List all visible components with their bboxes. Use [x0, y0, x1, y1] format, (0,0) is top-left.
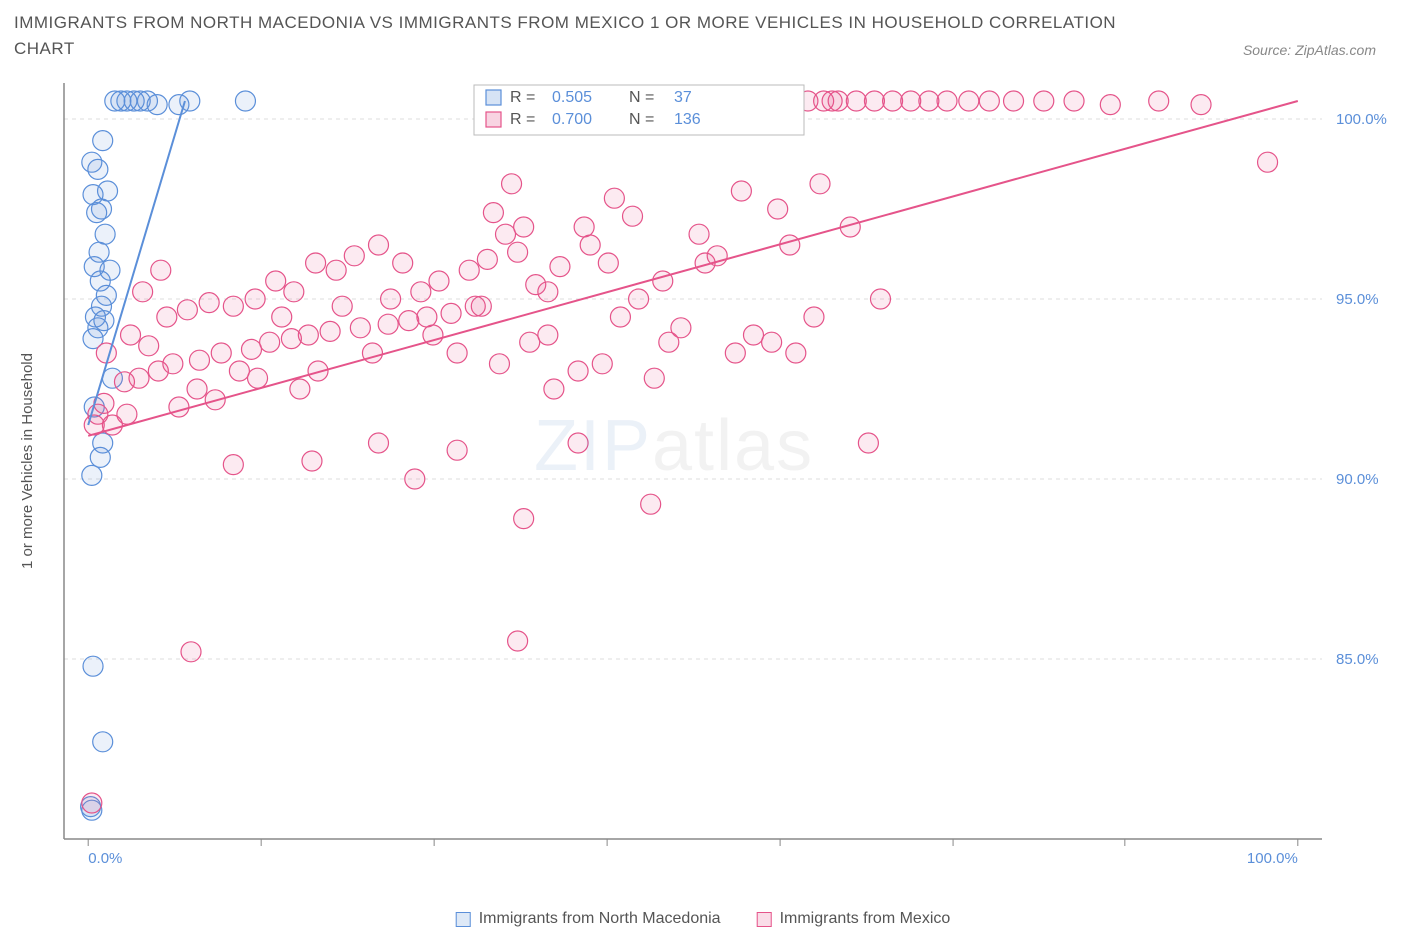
svg-text:85.0%: 85.0% — [1336, 651, 1379, 668]
svg-text:37: 37 — [674, 89, 692, 106]
legend-bottom: Immigrants from North Macedonia Immigran… — [456, 910, 951, 928]
svg-text:N =: N = — [629, 89, 654, 106]
chart-container: 85.0% 90.0% 95.0% 100.0% 0.0% 100.0% 1 or more… — [14, 75, 1392, 887]
legend-item-mexico: Immigrants from Mexico — [757, 910, 951, 928]
svg-text:N =: N = — [629, 111, 654, 128]
svg-text:0.0%: 0.0% — [88, 850, 122, 867]
svg-text:R =: R = — [510, 89, 535, 106]
legend-label-mexico: Immigrants from Mexico — [780, 910, 951, 928]
scatter-chart: 85.0% 90.0% 95.0% 100.0% 0.0% 100.0% 1 or more… — [14, 75, 1392, 887]
svg-text:100.0%: 100.0% — [1247, 850, 1298, 867]
svg-text:95.0%: 95.0% — [1336, 291, 1379, 308]
legend-swatch-macedonia — [456, 912, 471, 927]
svg-text:R =: R = — [510, 111, 535, 128]
svg-text:100.0%: 100.0% — [1336, 111, 1387, 128]
svg-text:0.700: 0.700 — [552, 111, 592, 128]
svg-text:1 or more Vehicles in Househol: 1 or more Vehicles in Household — [19, 353, 36, 569]
svg-text:136: 136 — [674, 111, 701, 128]
svg-text:0.505: 0.505 — [552, 89, 592, 106]
chart-title: IMMIGRANTS FROM NORTH MACEDONIA VS IMMIG… — [14, 10, 1124, 61]
legend-swatch-mexico — [757, 912, 772, 927]
legend-label-macedonia: Immigrants from North Macedonia — [479, 910, 721, 928]
svg-text:90.0%: 90.0% — [1336, 471, 1379, 488]
source-attribution: Source: ZipAtlas.com — [1243, 42, 1376, 58]
legend-item-macedonia: Immigrants from North Macedonia — [456, 910, 721, 928]
